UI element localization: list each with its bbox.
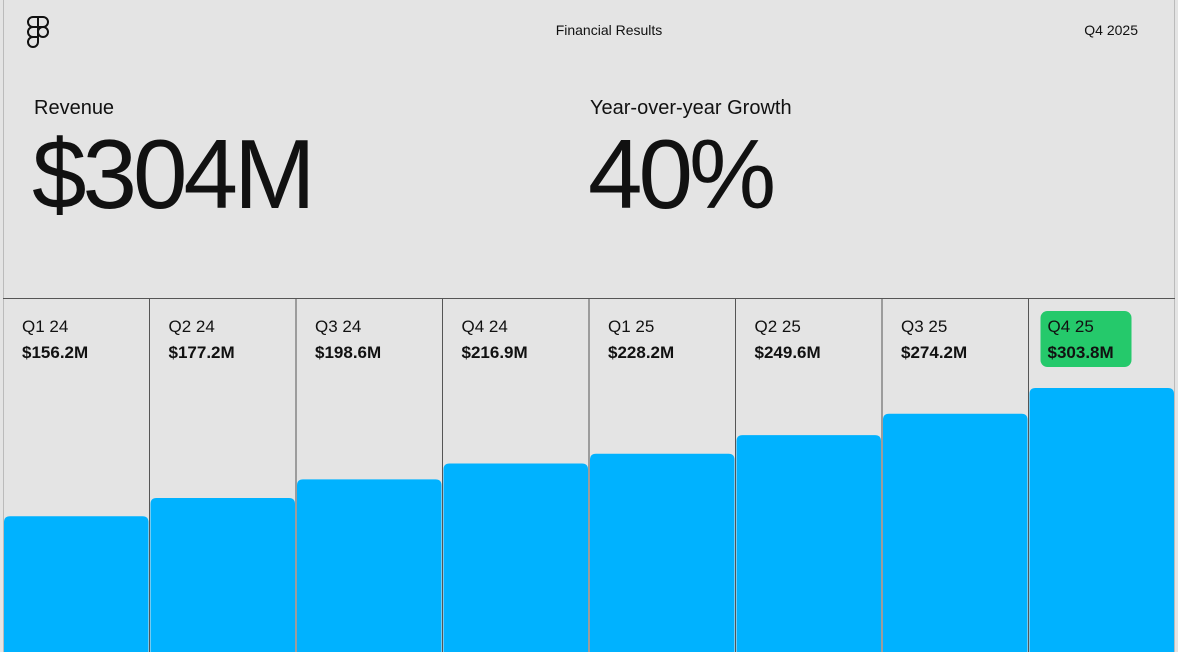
value-label: $303.8M [1048, 343, 1114, 362]
category-label: Q2 25 [755, 317, 801, 336]
header-period: Q4 2025 [1084, 22, 1138, 38]
value-label: $249.6M [755, 343, 821, 362]
bar [1029, 387, 1174, 652]
category-label: Q4 24 [462, 317, 508, 336]
value-label: $198.6M [315, 343, 381, 362]
bar [4, 516, 149, 652]
bar [883, 413, 1028, 652]
category-label: Q2 24 [169, 317, 215, 336]
category-label: Q4 25 [1048, 317, 1094, 336]
kpi-label: Revenue [34, 97, 114, 119]
value-label: $274.2M [901, 343, 967, 362]
bar [443, 463, 588, 652]
category-label: Q3 24 [315, 317, 361, 336]
category-label: Q1 24 [22, 317, 68, 336]
category-label: Q3 25 [901, 317, 947, 336]
bar [736, 435, 881, 652]
bar [297, 479, 442, 652]
value-label: $216.9M [462, 343, 528, 362]
highlight-badge [1040, 311, 1132, 367]
logo [27, 16, 49, 48]
kpi-value: $304M [32, 119, 312, 229]
category-label: Q1 25 [608, 317, 654, 336]
value-label: $228.2M [608, 343, 674, 362]
value-label: $156.2M [22, 343, 88, 362]
kpi-value: 40% [588, 119, 773, 229]
value-label: $177.2M [169, 343, 235, 362]
bar [150, 498, 295, 652]
bar [590, 453, 735, 652]
header-title: Financial Results [556, 22, 663, 38]
kpi-label: Year-over-year Growth [590, 97, 792, 119]
